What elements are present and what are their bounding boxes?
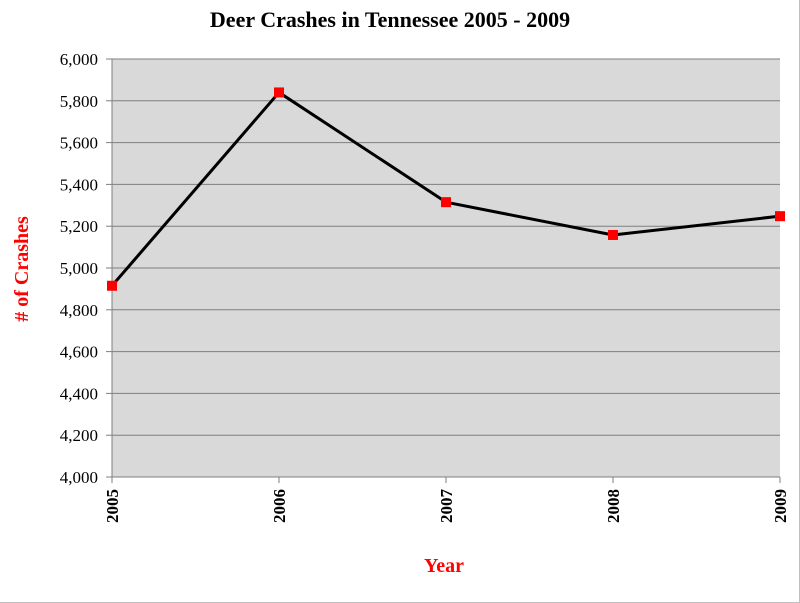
y-tick-label: 5,800 [60, 92, 98, 111]
y-axis-tick-labels: 4,000 4,200 4,400 4,600 4,800 5,000 5,200 5,400… [60, 50, 98, 487]
y-tick-label: 4,000 [60, 468, 98, 487]
y-tick-label: 4,400 [60, 384, 98, 403]
y-tick-label: 4,600 [60, 343, 98, 362]
y-tick-label: 4,200 [60, 426, 98, 445]
x-tick-label: 2005 [103, 489, 122, 523]
x-tick-label: 2009 [771, 489, 790, 523]
chart-title: Deer Crashes in Tennessee 2005 - 2009 [210, 7, 570, 32]
data-series [107, 87, 785, 291]
y-tick-label: 5,600 [60, 134, 98, 153]
data-point [775, 211, 785, 222]
x-tick-label: 2008 [604, 489, 623, 523]
y-tick-label: 6,000 [60, 50, 98, 69]
x-tick-label: 2006 [270, 489, 289, 523]
y-tick-label: 5,200 [60, 217, 98, 236]
axes [106, 58, 781, 483]
data-point [274, 87, 284, 98]
data-point [107, 280, 117, 291]
gridlines [112, 58, 780, 436]
y-tick-label: 4,800 [60, 301, 98, 320]
x-axis-title: Year [424, 555, 464, 577]
x-axis-tick-labels: 2005 2006 2007 2008 2009 [103, 489, 790, 524]
x-tick-label: 2007 [437, 489, 456, 524]
y-axis-title: # of Crashes [11, 216, 33, 322]
data-point [608, 229, 618, 240]
y-tick-label: 5,400 [60, 175, 98, 194]
y-tick-label: 5,000 [60, 259, 98, 278]
data-point [441, 197, 451, 208]
